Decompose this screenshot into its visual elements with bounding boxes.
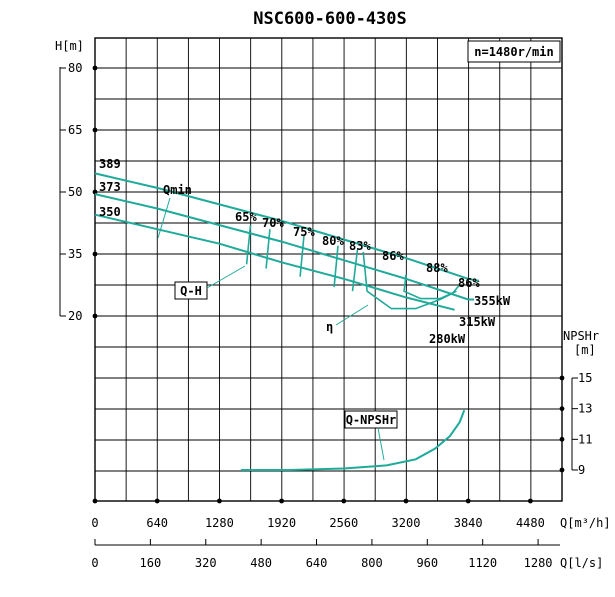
flow-tick-dot (528, 498, 533, 504)
chart-title: NSC600-600-430S (253, 9, 407, 29)
npsh-tick-dot (559, 436, 565, 442)
qh-label-box (174, 281, 208, 300)
qh-curve-350 (94, 213, 455, 311)
flow-m3h-tick-label: 0 (91, 516, 98, 530)
flow-tick-dot (403, 498, 409, 504)
npsh-label-box (344, 410, 398, 429)
flow-m3h-tick-label: 2560 (329, 516, 358, 530)
flow-m3h-tick-label: 4480 (516, 516, 545, 530)
flow-m3h-tick-label: 3840 (454, 516, 483, 530)
efficiency-contour (299, 235, 305, 277)
impeller-label-373: 373 (99, 180, 121, 194)
head-tick-label: 35 (68, 247, 82, 261)
npsh-leader (377, 427, 385, 461)
qmin-label: Qmin (163, 183, 192, 197)
flow-tick-dot (341, 498, 347, 504)
efficiency-contour (265, 229, 271, 269)
flow-tick-dot (217, 498, 222, 504)
flow-ls-tick-label: 480 (250, 556, 272, 570)
head-tick-label: 65 (68, 123, 82, 137)
flow-ls-tick-label: 960 (416, 556, 438, 570)
npsh-tick-dot (559, 406, 565, 412)
flow-tick-dot (154, 498, 160, 504)
power-label-315: 315kW (459, 315, 496, 329)
efficiency-contour (351, 249, 359, 292)
head-tick-label: 50 (68, 185, 82, 199)
qh-curve-373 (94, 193, 474, 301)
power-label-280: 280kW (429, 332, 466, 346)
flow-axis-ls-label: Q[l/s] (560, 556, 603, 570)
efficiency-contour (403, 274, 457, 300)
plot-frame (94, 37, 563, 502)
impeller-label-389: 389 (99, 157, 121, 171)
efficiency-contour (451, 284, 461, 294)
speed-label: n=1480r/min (474, 45, 553, 59)
flow-ls-tick-label: 1280 (524, 556, 553, 570)
flow-axis-m3h-label: Q[m³/h] (560, 516, 611, 530)
npsh-curve (240, 409, 466, 471)
flow-tick-dot (465, 498, 471, 504)
qh-curve-389 (94, 172, 480, 282)
head-tick-label: 80 (68, 61, 82, 75)
npsh-tick-label: 11 (578, 432, 592, 446)
efficiency-contour (333, 245, 339, 288)
head-tick-dot (92, 65, 98, 71)
eff-label-75: 75% (293, 225, 315, 239)
impeller-label-350: 350 (99, 205, 121, 219)
eff-label-88: 88% (426, 261, 448, 275)
speed-label-box (467, 40, 561, 63)
flow-ls-tick-label: 320 (195, 556, 217, 570)
npsh-tick-label: 15 (578, 371, 592, 385)
flow-ls-tick-label: 800 (361, 556, 383, 570)
npsh-tick-dot (559, 375, 565, 381)
eff-label-80: 80% (322, 234, 344, 248)
npsh-tick-label: 9 (578, 463, 585, 477)
eff-label-86b: 86% (458, 276, 480, 290)
eff-label-83: 83% (349, 239, 371, 253)
flow-tick-dot (279, 498, 284, 504)
qh-leader (206, 265, 246, 289)
eta-label: η (326, 320, 333, 334)
npsh-curve-label: Q-NPSHr (346, 413, 397, 427)
flow-m3h-tick-label: 3200 (392, 516, 421, 530)
power-label-355: 355kW (474, 294, 511, 308)
eff-label-70: 70% (262, 216, 284, 230)
head-axis-label: H[m] (55, 39, 84, 53)
efficiency-contour (245, 225, 252, 265)
flow-ls-tick-label: 160 (140, 556, 162, 570)
npsh-tick-label: 13 (578, 402, 592, 416)
eta-leader (335, 304, 369, 326)
flow-ls-tick-label: 1120 (468, 556, 497, 570)
npsh-axis-label: NPSHr (563, 329, 599, 343)
qh-curve-label: Q-H (180, 284, 202, 298)
flow-tick-dot (92, 498, 98, 504)
head-tick-dot (92, 313, 98, 319)
qmin-leader (157, 197, 171, 239)
eff-label-65: 65% (235, 210, 257, 224)
flow-m3h-tick-label: 1920 (267, 516, 296, 530)
npsh-axis-unit: [m] (574, 343, 596, 357)
flow-m3h-tick-label: 640 (146, 516, 168, 530)
head-tick-dot (92, 127, 98, 133)
npsh-tick-dot (559, 467, 565, 473)
flow-m3h-tick-label: 1280 (205, 516, 234, 530)
head-tick-label: 20 (68, 309, 82, 323)
flow-ls-tick-label: 0 (91, 556, 98, 570)
head-tick-dot (92, 189, 98, 195)
eff-label-86a: 86% (382, 249, 404, 263)
flow-ls-tick-label: 640 (306, 556, 328, 570)
head-tick-dot (92, 251, 98, 257)
